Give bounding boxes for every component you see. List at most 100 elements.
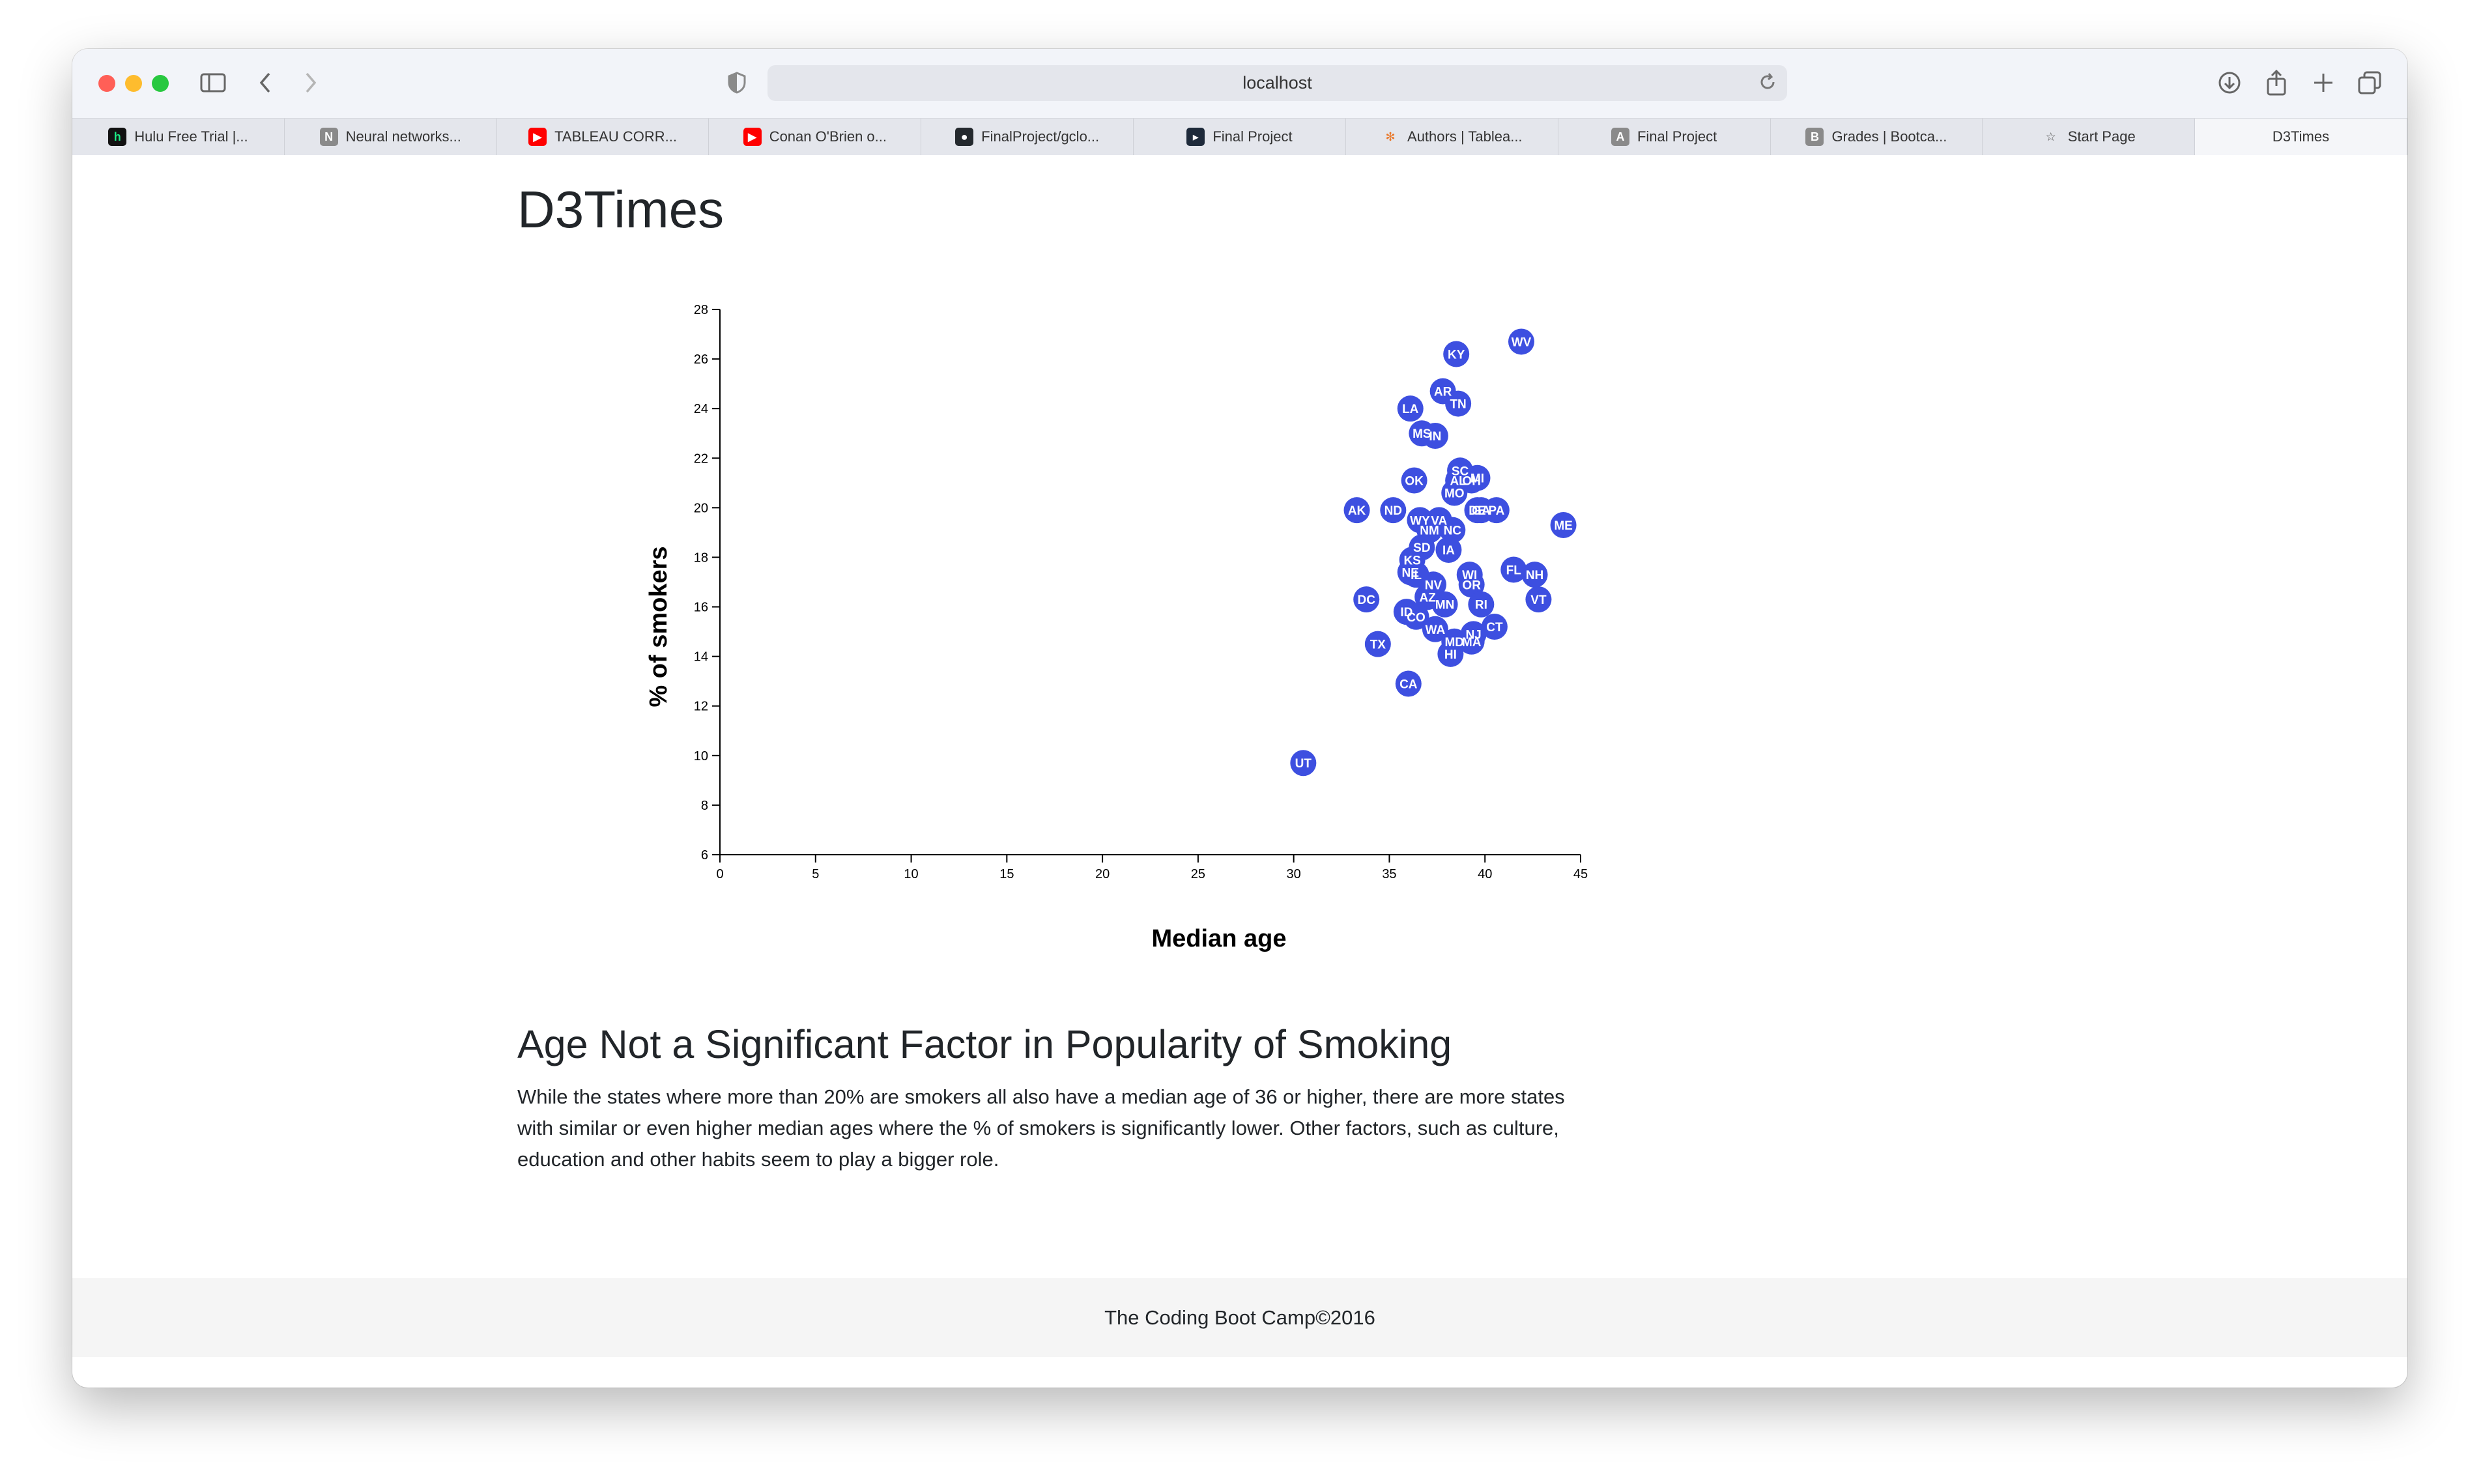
data-point [1445,390,1472,417]
y-tick-label: 16 [694,601,708,615]
y-tick-label: 26 [694,352,708,367]
y-axis-label: % of smokers [645,546,672,707]
y-tick-label: 18 [694,550,708,565]
point-label: SC [1452,464,1469,478]
privacy-shield-icon[interactable] [720,66,754,100]
y-tick-label: 10 [694,749,708,763]
point-label: IN [1429,430,1441,444]
x-tick-label: 20 [1095,867,1110,881]
y-tick-label: 14 [694,650,708,664]
point-label: GA [1472,504,1491,518]
point-label: NJ [1465,628,1481,642]
browser-tab[interactable]: h Hulu Free Trial |... [72,119,285,155]
forward-arrow-icon[interactable] [294,66,328,100]
point-label: NE [1402,566,1419,580]
browser-tab[interactable]: N Neural networks... [285,119,497,155]
browser-tab[interactable]: ☆ Start Page [1983,119,2196,155]
point-label: LA [1402,403,1419,416]
x-axis-label: Median age [1152,925,1287,952]
footer-text: The Coding Boot Camp©2016 [1104,1306,1375,1329]
point-label: KY [1448,348,1465,362]
tab-overview-icon[interactable] [2353,66,2387,100]
share-icon[interactable] [2259,66,2293,100]
notion-icon: N [319,128,338,146]
data-point [1395,670,1422,697]
data-point [1437,640,1464,667]
point-label: RI [1475,599,1487,612]
browser-tab[interactable]: A Final Project [1558,119,1771,155]
reload-icon[interactable] [1757,72,1778,97]
browser-tab[interactable]: ✻ Authors | Tablea... [1346,119,1558,155]
x-tick-label: 35 [1382,867,1396,881]
data-point [1508,328,1534,355]
page-content: D3Times 6 8 10 12 14 16 18 20 22 24 26 28 0 5 10 15 20 2… [72,155,2407,1357]
x-tick-label: 25 [1191,867,1205,881]
point-label: MS [1413,427,1431,441]
data-point [1364,631,1391,657]
browser-tab[interactable]: B Grades | Bootca... [1771,119,1983,155]
address-bar[interactable]: localhost [767,65,1787,101]
bootcamp-icon: B [1805,128,1824,146]
tab-label: FinalProject/gclo... [981,128,1100,145]
x-axis: 0 5 10 15 20 25 30 35 40 45 [716,854,1588,881]
point-label: MI [1470,472,1484,486]
data-point [1422,616,1448,642]
tab-label: Hulu Free Trial |... [134,128,248,145]
point-label: NM [1420,524,1439,538]
data-point [1464,464,1491,491]
point-label: AR [1434,386,1452,399]
data-point [1435,537,1462,564]
data-point [1525,586,1552,613]
point-label: NH [1526,569,1543,582]
point-label: WV [1512,335,1532,349]
data-point [1458,571,1485,598]
y-tick-label: 8 [701,799,708,813]
browser-tab[interactable]: D3Times [2195,119,2407,155]
browser-tab[interactable]: ▶ Conan O'Brien o... [709,119,922,155]
data-point [1500,556,1527,583]
tab-label: Start Page [2067,128,2136,145]
browser-tab[interactable]: ▶ TABLEAU CORR... [497,119,710,155]
minimize-window-button[interactable] [125,75,142,92]
point-label: VA [1431,514,1447,528]
point-label: NV [1425,578,1442,592]
point-label: IA [1442,544,1455,558]
point-label: MN [1435,599,1455,612]
browser-toolbar: localhost [72,49,2407,118]
y-axis: 6 8 10 12 14 16 18 20 22 24 26 28 [694,303,721,863]
github-icon: ● [955,128,974,146]
point-label: MO [1444,487,1465,501]
point-label: PA [1488,504,1504,518]
tab-label: Authors | Tablea... [1407,128,1523,145]
close-window-button[interactable] [98,75,115,92]
new-tab-icon[interactable] [2306,66,2340,100]
x-tick-label: 15 [999,867,1014,881]
y-tick-label: 6 [701,848,708,863]
data-point [1550,511,1577,538]
tab-bar: h Hulu Free Trial |... N Neural networks...… [72,118,2407,156]
back-arrow-icon[interactable] [248,66,282,100]
data-point [1401,467,1427,494]
data-point [1439,517,1466,543]
downloads-icon[interactable] [2213,66,2246,100]
point-label: TX [1370,638,1386,652]
sidebar-toggle-icon[interactable] [196,66,230,100]
point-label: KS [1403,554,1420,567]
data-point [1380,497,1407,524]
page-title: D3Times [517,180,724,238]
x-tick-label: 5 [812,867,819,881]
app-a-icon: A [1611,128,1629,146]
data-point [1441,479,1468,506]
point-label: MA [1462,636,1482,649]
footer: The Coding Boot Camp©2016 [72,1278,2407,1357]
y-tick-label: 22 [694,451,708,466]
browser-tab[interactable]: ▸ Final Project [1134,119,1346,155]
tab-label: Neural networks... [345,128,461,145]
browser-tab[interactable]: ● FinalProject/gclo... [921,119,1134,155]
article-body: While the states where more than 20% are… [517,1085,1565,1171]
scatter-chart: 6 8 10 12 14 16 18 20 22 24 26 28 0 5 10 15 20 25 30 35 40 4… [645,303,1588,952]
point-label: DE [1469,504,1485,518]
point-label: CA [1399,678,1418,691]
point-label: ND [1384,504,1402,518]
maximize-window-button[interactable] [152,75,169,92]
